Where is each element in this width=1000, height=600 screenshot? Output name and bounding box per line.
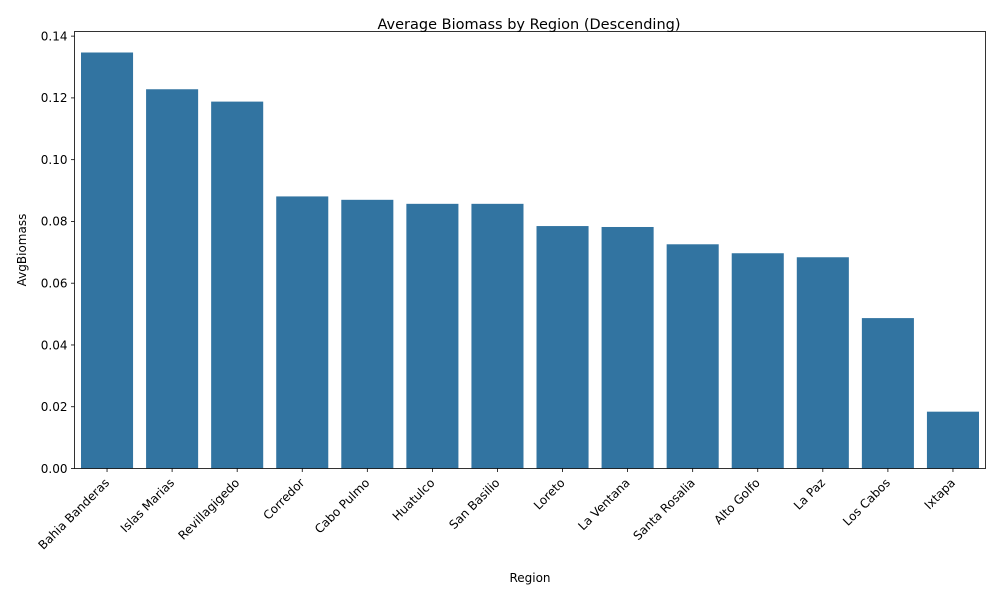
y-tick-label: 0.14 <box>41 29 68 43</box>
bar <box>731 253 784 469</box>
bar <box>601 226 654 469</box>
y-tick-label: 0.02 <box>41 400 68 414</box>
y-tick-label: 0.00 <box>41 462 68 476</box>
bar <box>926 411 979 469</box>
x-axis-label: Region <box>509 571 550 585</box>
y-tick-label: 0.04 <box>41 338 68 352</box>
bar <box>211 101 264 469</box>
bar <box>146 89 199 469</box>
bar <box>81 52 134 469</box>
bar <box>471 203 524 469</box>
y-tick-label: 0.12 <box>41 91 68 105</box>
bar <box>536 226 589 469</box>
y-axis-label: AvgBiomass <box>15 214 29 287</box>
bar <box>796 257 849 469</box>
bar <box>276 196 329 469</box>
y-tick-label: 0.10 <box>41 153 68 167</box>
y-axis: 0.00 0.02 0.04 0.06 0.08 0.10 0.12 0.14 <box>41 29 75 476</box>
chart-title: Average Biomass by Region (Descending) <box>377 17 680 33</box>
bars-group <box>81 52 979 469</box>
y-tick-label: 0.06 <box>41 276 68 290</box>
bar <box>666 244 719 469</box>
plot-frame <box>74 31 986 469</box>
y-tick-label: 0.08 <box>41 215 68 229</box>
bar <box>861 318 914 469</box>
bar <box>406 203 459 469</box>
bar <box>341 199 394 469</box>
